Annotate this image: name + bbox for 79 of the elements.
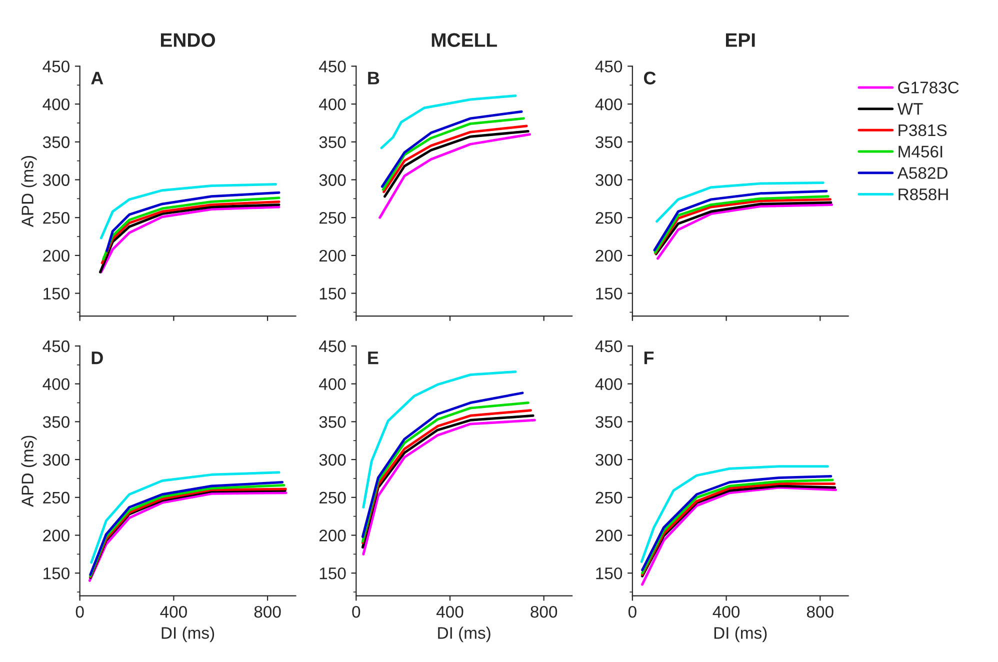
y-tick-label: 400 xyxy=(595,378,622,390)
y-tick-label: 350 xyxy=(596,416,622,428)
legend-label: G1783C xyxy=(898,82,959,94)
annotation: C xyxy=(644,72,656,84)
y-tick-label: 150 xyxy=(44,567,70,580)
line-series xyxy=(656,182,824,223)
annotation: B xyxy=(368,72,380,84)
x-tick-label: 400 xyxy=(436,606,464,618)
y-tick-label: 350 xyxy=(42,416,70,428)
y-tick-label: 250 xyxy=(43,212,70,224)
chart-title: EPI xyxy=(726,33,755,47)
y-axis-title: APD (ms) xyxy=(21,436,37,507)
x-tick-label: 400 xyxy=(712,606,740,618)
legend-label: A582D xyxy=(897,167,948,179)
annotation: F xyxy=(644,352,654,364)
y-tick-label: 200 xyxy=(43,530,70,542)
y-tick-label: 350 xyxy=(319,416,346,428)
x-tick-label: 0 xyxy=(352,606,360,618)
legend-label: WT xyxy=(897,103,923,115)
line-series xyxy=(106,191,280,252)
y-tick-label: 200 xyxy=(319,250,346,262)
y-tick-label: 150 xyxy=(596,288,622,300)
y-tick-label: 400 xyxy=(42,378,70,390)
chart-title: MCELL xyxy=(432,33,497,47)
y-tick-label: 400 xyxy=(318,378,346,390)
annotation: E xyxy=(368,352,378,364)
y-tick-label: 250 xyxy=(319,492,346,504)
y-tick-label: 250 xyxy=(43,492,70,504)
y-tick-label: 450 xyxy=(42,60,70,72)
chart-title: ENDO xyxy=(160,33,216,47)
legend-label: R858H xyxy=(898,188,948,200)
y-tick-label: 200 xyxy=(596,530,622,542)
y-tick-label: 450 xyxy=(318,340,346,352)
annotation: A xyxy=(91,72,104,84)
y-tick-label: 450 xyxy=(595,60,622,72)
x-axis-title: DI (ms) xyxy=(162,626,214,642)
y-tick-label: 150 xyxy=(320,567,346,580)
x-tick-label: 0 xyxy=(628,606,636,618)
y-tick-label: 150 xyxy=(596,567,622,580)
line-series xyxy=(378,133,532,219)
y-tick-label: 300 xyxy=(319,454,346,466)
y-tick-label: 400 xyxy=(42,98,70,110)
y-tick-label: 350 xyxy=(319,136,346,148)
y-tick-label: 300 xyxy=(42,454,70,466)
y-tick-label: 200 xyxy=(43,250,70,262)
x-axis-title: DI (ms) xyxy=(714,626,767,642)
x-tick-label: 800 xyxy=(254,606,281,618)
y-tick-label: 400 xyxy=(318,98,346,110)
y-tick-label: 350 xyxy=(596,136,622,148)
y-tick-label: 350 xyxy=(42,136,70,148)
y-tick-label: 150 xyxy=(44,288,70,300)
x-axis-title: DI (ms) xyxy=(438,626,490,642)
x-tick-label: 0 xyxy=(76,606,84,618)
line-series xyxy=(380,94,517,150)
y-tick-label: 450 xyxy=(42,340,70,352)
y-axis-title: APD (ms) xyxy=(21,156,37,228)
y-tick-label: 300 xyxy=(596,174,622,186)
y-tick-label: 300 xyxy=(596,454,622,466)
legend-label: P381S xyxy=(898,124,947,136)
legend-label: M456I xyxy=(898,146,942,158)
line-series xyxy=(640,465,829,563)
line-series xyxy=(362,370,517,508)
x-tick-label: 800 xyxy=(806,606,834,618)
y-tick-label: 200 xyxy=(319,530,346,542)
line-series xyxy=(100,183,278,240)
y-tick-label: 300 xyxy=(319,174,346,186)
y-tick-label: 250 xyxy=(319,212,346,224)
annotation: D xyxy=(92,352,103,364)
x-tick-label: 400 xyxy=(160,606,187,618)
line-series xyxy=(90,471,280,564)
x-tick-label: 800 xyxy=(530,606,558,618)
y-tick-label: 250 xyxy=(596,492,622,504)
y-tick-label: 300 xyxy=(42,174,70,186)
y-tick-label: 150 xyxy=(320,288,346,300)
y-tick-label: 450 xyxy=(595,340,622,352)
y-tick-label: 200 xyxy=(596,250,622,262)
y-tick-label: 450 xyxy=(318,60,346,72)
y-tick-label: 250 xyxy=(596,212,622,224)
y-tick-label: 400 xyxy=(595,98,622,110)
